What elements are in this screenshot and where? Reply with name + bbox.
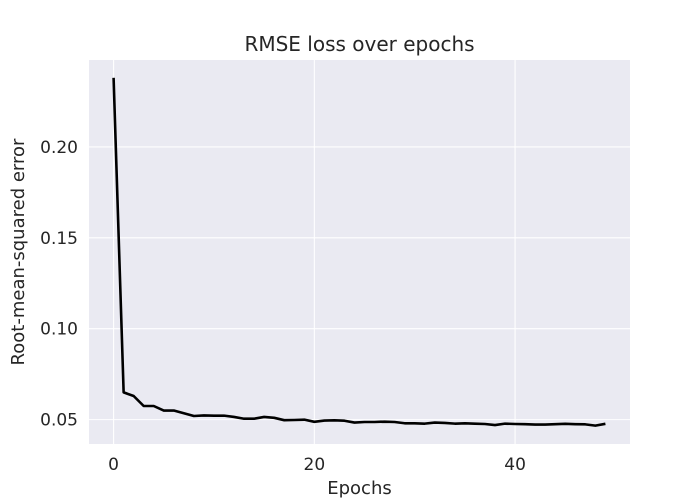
x-tick-label: 20 xyxy=(304,455,326,475)
x-tick-labels: 0 20 40 xyxy=(108,455,526,475)
y-tick-label: 0.15 xyxy=(40,229,78,249)
x-gridlines xyxy=(113,60,516,444)
y-tick-label: 0.20 xyxy=(40,138,78,158)
plot-background xyxy=(89,60,630,444)
y-axis-label: Root-mean-squared error xyxy=(8,138,29,365)
y-gridlines xyxy=(89,146,630,421)
series-line xyxy=(112,77,606,427)
chart-title: RMSE loss over epochs xyxy=(244,32,474,56)
y-tick-labels: 0.05 0.10 0.15 0.20 xyxy=(40,138,78,431)
x-tick-label: 0 xyxy=(108,455,119,475)
y-tick-label: 0.05 xyxy=(40,411,78,431)
x-axis-label: Epochs xyxy=(327,478,392,499)
y-tick-label: 0.10 xyxy=(40,320,78,340)
x-tick-label: 40 xyxy=(504,455,526,475)
